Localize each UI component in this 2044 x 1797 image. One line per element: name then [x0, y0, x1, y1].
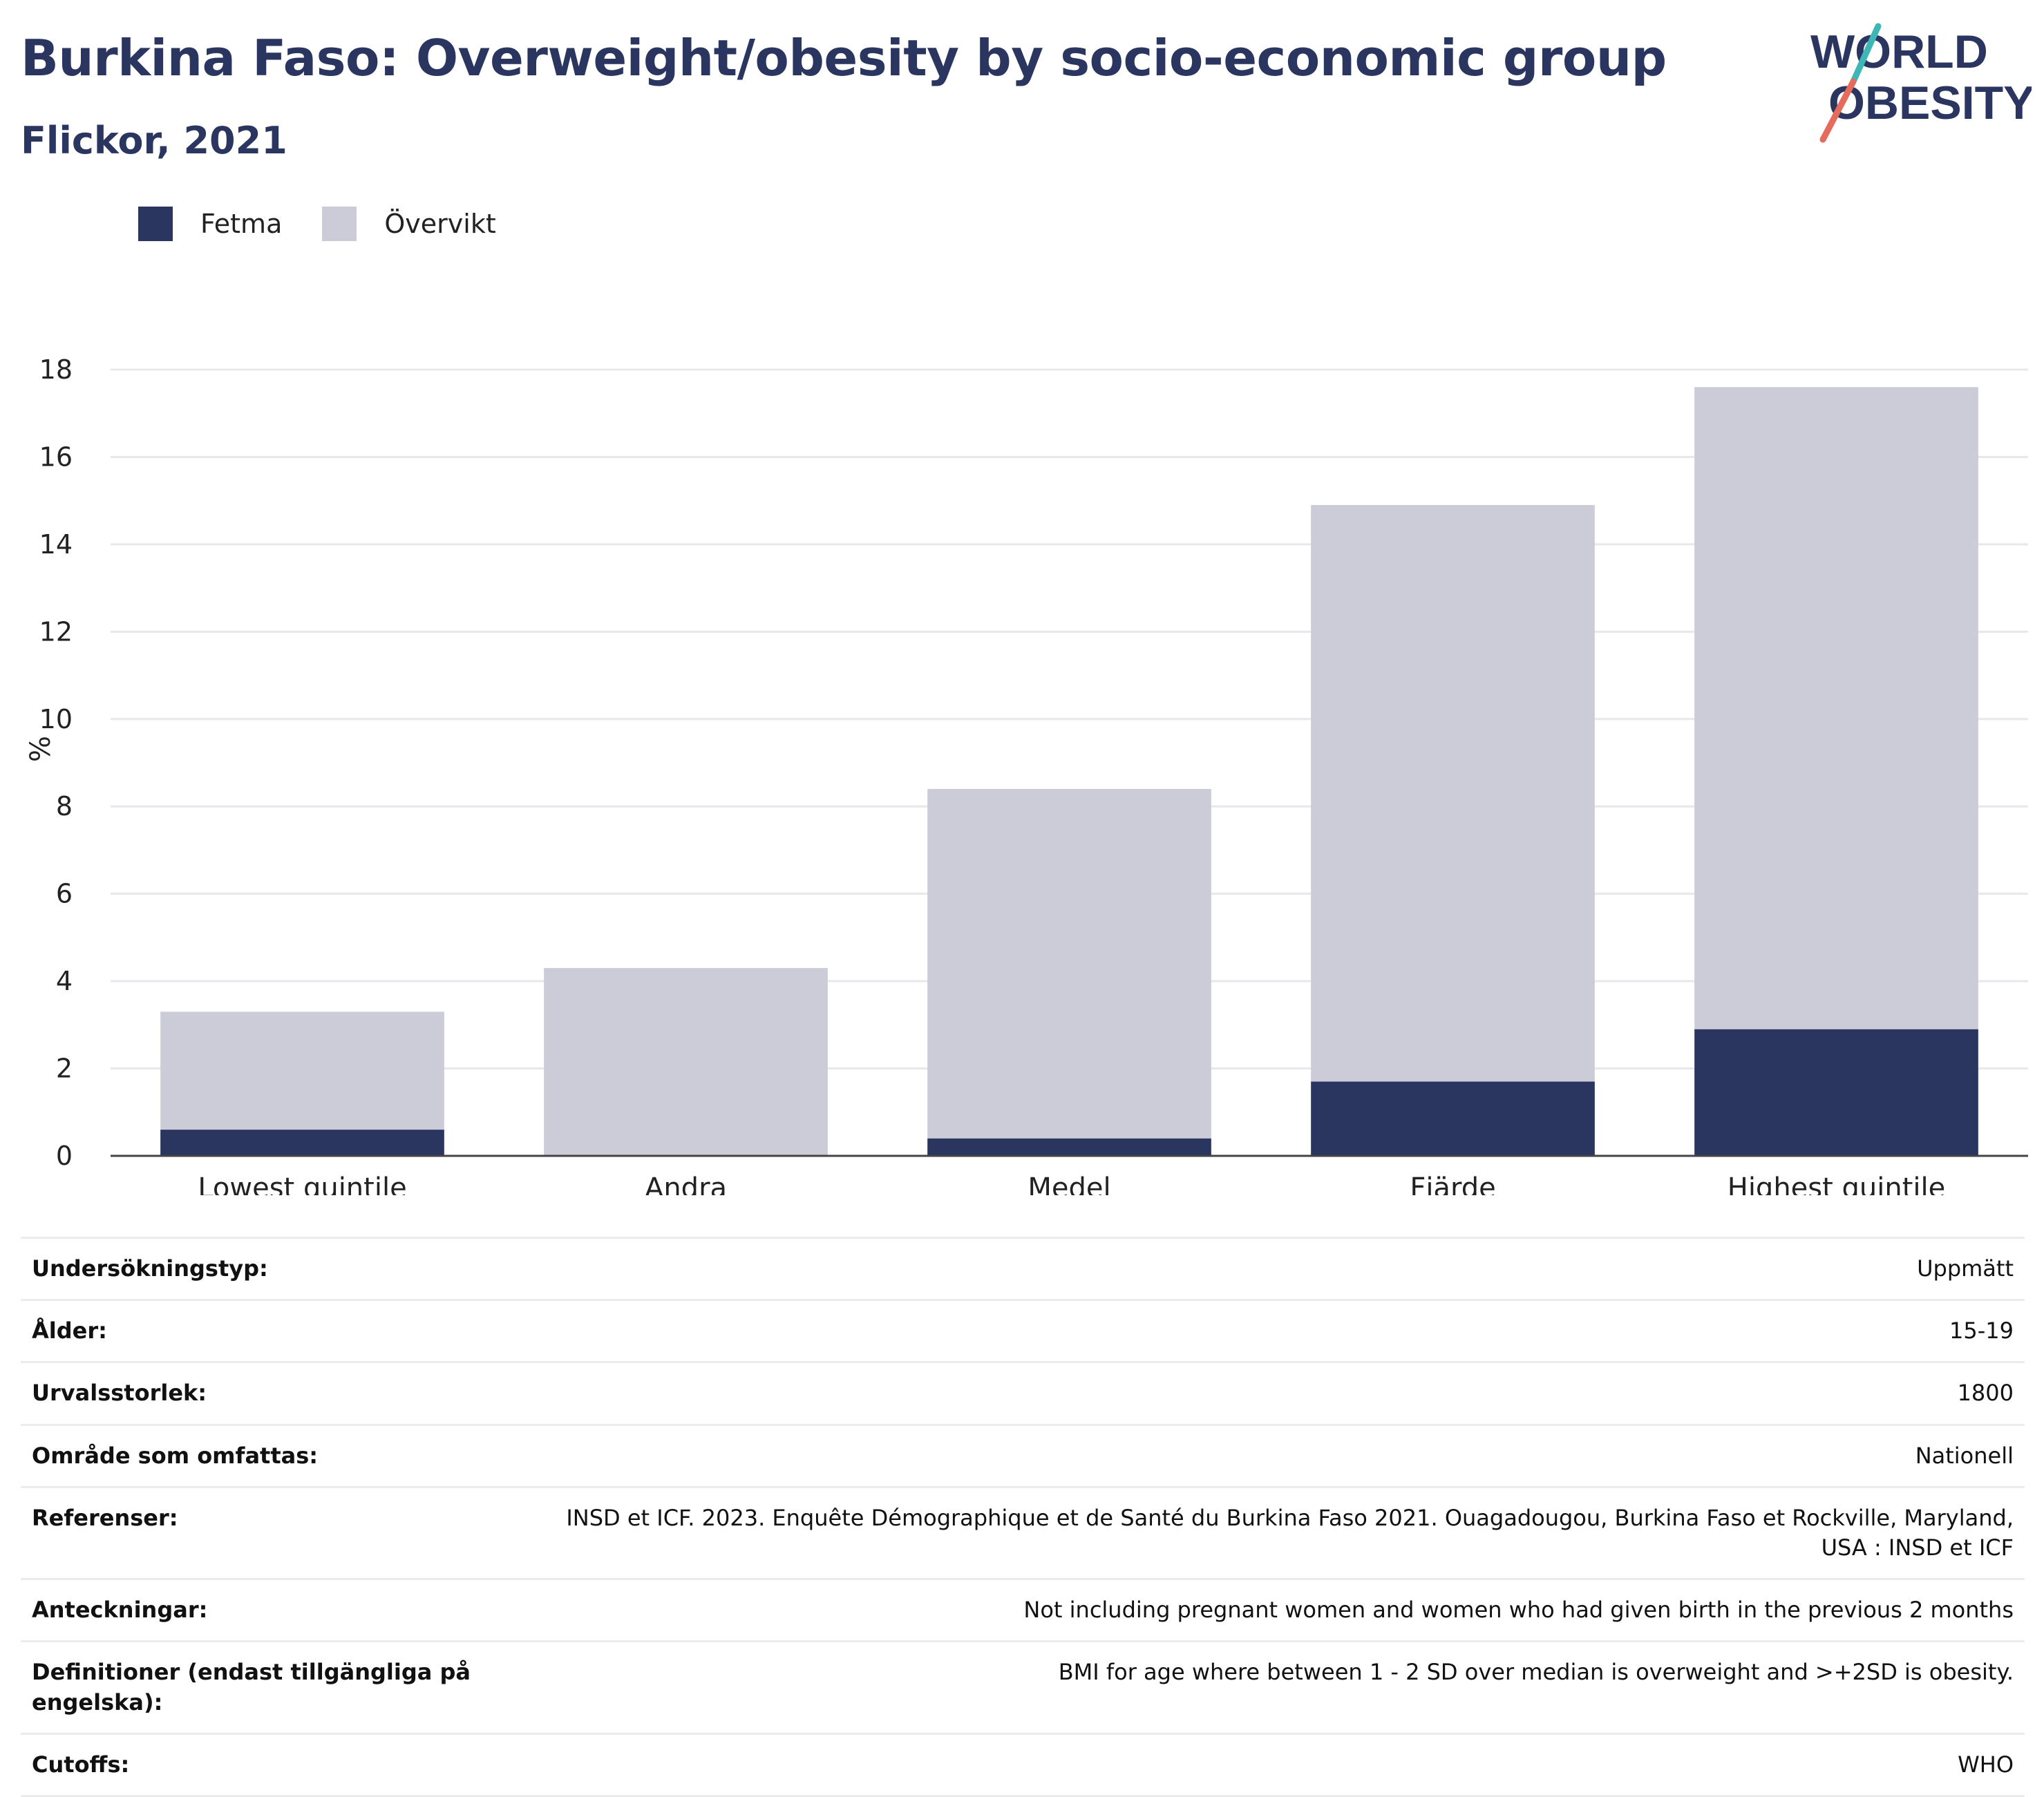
chart-subtitle: Flickor, 2021: [21, 119, 287, 162]
info-row-label: Urvalsstorlek:: [32, 1380, 207, 1407]
info-row: Undersökningstyp: Uppmätt: [21, 1237, 2025, 1299]
legend-swatch-fetma: [138, 207, 173, 241]
survey-info-table: Undersökningstyp: Uppmätt Ålder: 15-19 Urval…: [21, 1237, 2025, 1797]
info-row-label: Ålder:: [32, 1318, 107, 1344]
info-row-value: Not including pregnant women and women w…: [1023, 1597, 2014, 1624]
y-tick-label: 18: [39, 354, 73, 385]
chart-title: Burkina Faso: Overweight/obesity by soci…: [21, 29, 1667, 87]
legend-label-overvikt: Övervikt: [384, 209, 496, 239]
y-tick-label: 8: [56, 791, 73, 821]
info-row: Urvalsstorlek: 1800: [21, 1361, 2025, 1423]
bar-overvikt: [544, 968, 828, 1156]
info-row-label: Anteckningar:: [32, 1597, 208, 1624]
x-tick-label: Andra: [645, 1172, 727, 1195]
legend-item-overvikt[interactable]: Övervikt: [322, 207, 496, 241]
bar-fetma: [1311, 1081, 1595, 1156]
info-row-value: INSD et ICF. 2023. Enquête Démographique…: [566, 1504, 2014, 1561]
info-row-value: 15-19: [1949, 1318, 2014, 1344]
legend-item-fetma[interactable]: Fetma: [138, 207, 282, 241]
info-row-value: BMI for age where between 1 - 2 SD over …: [1058, 1659, 2014, 1686]
y-tick-label: 14: [39, 529, 73, 560]
y-tick-label: 4: [56, 966, 73, 996]
bar-overvikt: [160, 1011, 444, 1130]
info-row-label: Cutoffs:: [32, 1751, 130, 1778]
stacked-bar-chart: 0 2 4 6 8 10 12 14 16 18% Lowest quintile Andra Mede…: [25, 354, 2028, 1195]
info-row-label: Område som omfattas:: [32, 1442, 319, 1469]
bar-overvikt: [927, 788, 1211, 1139]
info-row-label: Definitioner (endast tillgängliga på eng…: [32, 1659, 471, 1715]
info-row-value: 1800: [1957, 1380, 2014, 1407]
y-tick-label: 10: [39, 704, 73, 734]
logo-line-obesity: OBESITY: [1828, 77, 2032, 129]
x-tick-label: Fjärde: [1410, 1172, 1495, 1195]
bar-fetma: [1694, 1029, 1978, 1156]
legend-label-fetma: Fetma: [200, 209, 283, 239]
bar-overvikt: [1311, 504, 1595, 1082]
info-row-value: Uppmätt: [1917, 1255, 2014, 1282]
info-row: Ålder: 15-19: [21, 1299, 2025, 1361]
info-row-label: Referenser:: [32, 1504, 178, 1531]
y-tick-label: 12: [39, 616, 73, 647]
x-tick-label: Medel: [1028, 1172, 1110, 1195]
logo-slash-teal-icon: [1850, 23, 1882, 85]
logo-line-world: WORLD: [1810, 26, 1988, 78]
bar-overvikt: [1694, 387, 1978, 1029]
bar-fetma: [927, 1138, 1211, 1156]
y-tick-label: 16: [39, 441, 73, 472]
info-row: Referenser: INSD et ICF. 2023. Enquête Dé…: [21, 1485, 2025, 1578]
x-tick-label: Highest quintile: [1728, 1172, 1946, 1195]
info-row: Anteckningar: Not including pregnant wome…: [21, 1578, 2025, 1640]
y-axis-label: %: [25, 736, 57, 762]
y-tick-label: 6: [56, 879, 73, 909]
world-obesity-logo: WORLD OBESITY: [1810, 23, 2032, 143]
info-row: Cutoffs: WHO: [21, 1732, 2025, 1797]
legend-swatch-overvikt: [322, 207, 357, 241]
info-row: Område som omfattas: Nationell: [21, 1423, 2025, 1486]
info-row-value: Nationell: [1915, 1442, 2014, 1469]
logo-slash-coral-icon: [1819, 78, 1857, 143]
chart-legend: Fetma Övervikt: [138, 206, 536, 242]
bar-fetma: [160, 1130, 444, 1156]
x-tick-label: Lowest quintile: [198, 1172, 406, 1195]
info-row-label: Undersökningstyp:: [32, 1255, 268, 1282]
info-row-value: WHO: [1958, 1751, 2014, 1778]
info-row: Definitioner (endast tillgängliga på eng…: [21, 1640, 2025, 1732]
y-tick-label: 0: [56, 1141, 73, 1171]
y-tick-label: 2: [56, 1054, 73, 1084]
